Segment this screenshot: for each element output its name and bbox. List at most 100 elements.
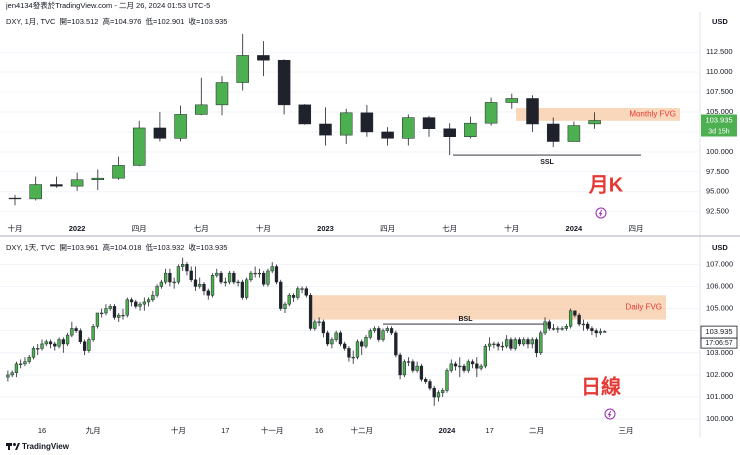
candle-body	[215, 272, 219, 276]
candle-body	[500, 345, 505, 348]
candle-body	[577, 314, 581, 325]
candle-body	[176, 266, 181, 283]
candle-body	[603, 331, 607, 333]
candle-body	[470, 361, 475, 365]
candle-body	[551, 328, 556, 330]
candle-body	[112, 306, 117, 318]
candle-body	[338, 332, 343, 345]
candle-body	[198, 283, 202, 287]
candle-body	[560, 328, 564, 330]
candle-body	[172, 281, 176, 284]
candle-body	[236, 55, 249, 83]
candle-body	[129, 299, 134, 303]
candle-body	[70, 328, 74, 336]
y-tick-label: 112.500	[706, 47, 733, 56]
x-tick-label: 16	[315, 426, 323, 435]
candle-body	[424, 379, 428, 382]
candle-body	[411, 361, 415, 371]
candle-body	[134, 301, 138, 307]
candle-body	[505, 98, 519, 103]
candle-body	[458, 365, 462, 368]
candle-body	[402, 117, 415, 139]
candle-body	[453, 363, 458, 367]
candle-body	[487, 343, 492, 347]
logo-shape	[13, 443, 16, 446]
x-tick-label: 17	[221, 426, 229, 435]
countdown-box	[701, 126, 737, 137]
candle-body	[174, 114, 187, 139]
candle-body	[36, 348, 40, 350]
price-label: 103.935	[705, 115, 732, 124]
candle-body	[163, 272, 168, 283]
candle-body	[505, 339, 509, 347]
x-tick-label: 二月	[529, 426, 544, 435]
candle-body	[389, 328, 394, 334]
candle-body	[91, 326, 95, 340]
candle-body	[546, 123, 560, 142]
y-tick-label: 110.000	[706, 67, 733, 76]
candle-body	[125, 299, 129, 316]
legend-item: DXY, 1月, TVC	[6, 17, 56, 26]
candle-body	[513, 339, 517, 349]
candle-body	[347, 348, 351, 358]
candle-body	[153, 127, 167, 139]
candle-body	[57, 339, 61, 347]
candle-body	[360, 341, 364, 347]
candle-body	[402, 361, 407, 376]
logo-shape	[15, 443, 20, 450]
candle-body	[296, 288, 300, 298]
candle-body	[317, 321, 321, 323]
candle-body	[95, 312, 100, 327]
logo-shape	[8, 443, 10, 450]
candle-body	[360, 112, 374, 133]
level-label: SSL	[540, 159, 554, 166]
y-tick-label: 107.500	[706, 87, 733, 96]
price-box	[701, 114, 737, 127]
x-tick-label: 16	[38, 426, 46, 435]
candle-body	[543, 321, 547, 334]
x-tick-label: 四月	[629, 224, 644, 233]
candle-body	[406, 361, 411, 363]
candle-body	[308, 295, 313, 329]
candle-body	[151, 295, 155, 300]
y-tick-label: 95.000	[706, 187, 729, 196]
footer-logo	[6, 443, 20, 450]
y-tick-label: 105.000	[706, 304, 733, 313]
candle-body	[29, 184, 42, 200]
x-tick-label: 三月	[619, 426, 634, 435]
candle-body	[351, 356, 355, 359]
candle-body	[219, 272, 223, 283]
x-tick-label: 2022	[69, 224, 86, 233]
candle-body	[567, 125, 581, 142]
y-tick-label: 102.000	[706, 370, 733, 379]
candle-body	[547, 321, 551, 329]
candle-body	[509, 339, 513, 349]
candle-body	[394, 332, 398, 356]
candle-body	[355, 341, 360, 358]
candle-body	[82, 341, 87, 351]
candle-body	[210, 275, 215, 296]
candle-body	[108, 306, 112, 309]
x-tick-label: 十月	[504, 223, 519, 233]
candle-body	[91, 177, 105, 181]
candle-body	[215, 82, 229, 106]
legend-item: 開=103.512	[59, 17, 98, 26]
candle-body	[385, 328, 389, 331]
candle-body	[419, 365, 424, 380]
candle-body	[206, 290, 210, 296]
x-tick-label: 十月	[8, 223, 23, 233]
candle-body	[232, 272, 236, 283]
candle-body	[381, 330, 385, 340]
candle-body	[422, 117, 436, 130]
candle-body	[53, 343, 57, 347]
currency-label: USD	[712, 17, 728, 26]
candle-body	[368, 330, 372, 338]
candle-body	[496, 343, 500, 347]
candle-body	[484, 102, 498, 124]
x-tick-label: 2024	[566, 224, 584, 233]
candle-body	[372, 328, 377, 331]
x-tick-label: 九月	[86, 426, 101, 435]
x-tick-label: 十月	[171, 425, 186, 435]
y-tick-label: 100.000	[706, 147, 733, 156]
